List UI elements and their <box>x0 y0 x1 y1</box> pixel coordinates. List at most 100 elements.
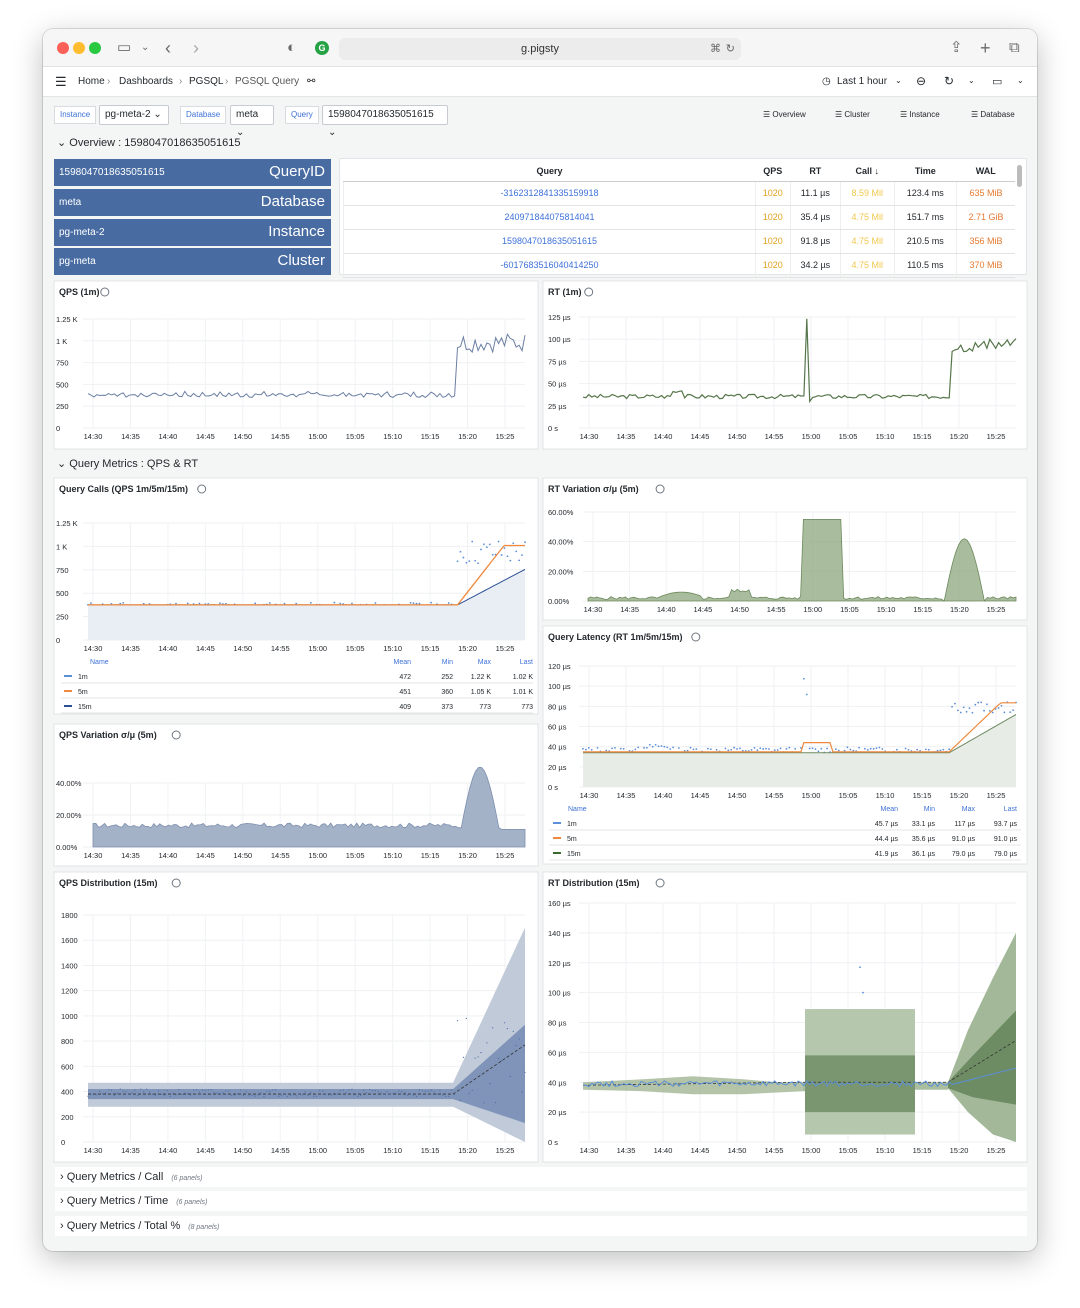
qps-dist-point <box>216 1092 218 1094</box>
new-tab-icon[interactable]: + <box>980 38 991 58</box>
row-query-metrics[interactable]: ⌄ Query Metrics : QPS & RT <box>57 458 199 470</box>
breadcrumb-home[interactable]: Home <box>78 76 105 87</box>
chevron-down-icon[interactable]: ⌄ <box>895 76 902 85</box>
legend-header[interactable]: Max <box>478 659 492 666</box>
extension-icon[interactable]: G <box>315 41 329 55</box>
legend-header[interactable]: Last <box>1004 806 1017 813</box>
table-row[interactable]: 240971844075814041 1020 35.4 µs 4.75 Mil 151… <box>343 205 1015 230</box>
legend-header[interactable]: Max <box>962 806 976 813</box>
rt-1m-point <box>861 751 863 754</box>
legend-header[interactable]: Min <box>442 659 453 666</box>
legend-cell[interactable]: 1m <box>78 674 88 681</box>
translate-icon[interactable]: ⌘ <box>710 43 721 55</box>
x-tick-label: 14:40 <box>654 791 673 800</box>
info-icon[interactable] <box>171 878 181 888</box>
rt-1m-point <box>991 711 994 714</box>
qps-chart-panel <box>53 280 539 450</box>
rt-1m-point <box>901 751 904 754</box>
chevron-down-icon[interactable]: ⌄ <box>1017 76 1024 85</box>
rt-1m-point <box>663 745 666 748</box>
forward-icon[interactable]: › <box>193 38 199 58</box>
table-cell[interactable]: -6017683516040414250 <box>343 253 756 278</box>
info-icon[interactable] <box>655 484 665 494</box>
minimize-window-button[interactable] <box>73 42 85 54</box>
legend-cell[interactable]: 1m <box>567 821 577 828</box>
rt-1m-point <box>657 745 660 748</box>
row-query-metrics-total[interactable]: › Query Metrics / Total % (8 panels) <box>55 1216 1027 1236</box>
link-cluster[interactable]: ☰ Cluster <box>835 110 870 119</box>
column-header[interactable]: Time <box>894 161 957 182</box>
legend-swatch <box>64 690 72 692</box>
column-header[interactable]: WAL <box>956 161 1015 182</box>
info-icon[interactable] <box>197 484 207 494</box>
zoom-out-icon[interactable]: ⊖ <box>916 74 927 88</box>
legend-header[interactable]: Min <box>924 806 935 813</box>
instance-select[interactable]: pg-meta-2 ⌄ <box>99 105 169 125</box>
legend-cell[interactable]: 5m <box>78 689 88 696</box>
info-icon[interactable] <box>691 632 701 642</box>
database-select[interactable]: meta ⌄ <box>230 105 274 138</box>
menu-icon[interactable]: ☰ <box>55 74 67 89</box>
info-icon[interactable] <box>655 878 665 888</box>
legend-cell[interactable]: 15m <box>567 851 581 858</box>
query-select[interactable]: 1598047018635051615 ⌄ <box>322 105 448 138</box>
legend-header[interactable]: Last <box>520 659 533 666</box>
breadcrumb-pgsql[interactable]: PGSQL <box>189 76 224 87</box>
table-row[interactable]: -3162312841335159918 1020 11.1 µs 8.59 Mil 1… <box>343 181 1015 206</box>
qps-1m-point <box>392 606 394 609</box>
link-overview[interactable]: ☰ Overview <box>763 110 806 119</box>
time-range-picker[interactable]: Last 1 hour <box>837 76 888 87</box>
link-database[interactable]: ☰ Database <box>971 110 1015 119</box>
qps-1m-point <box>98 606 101 609</box>
legend-header[interactable]: Mean <box>393 659 411 666</box>
tabs-overview-icon[interactable]: ⧉ <box>1009 39 1020 56</box>
table-cell[interactable]: -3162312841335159918 <box>343 181 756 206</box>
scrollbar[interactable] <box>1017 165 1022 187</box>
back-icon[interactable]: ‹ <box>165 38 171 58</box>
link-instance[interactable]: ☰ Instance <box>900 110 940 119</box>
share-link-icon[interactable]: ⚯ <box>307 76 316 87</box>
legend-header[interactable]: Mean <box>880 806 898 813</box>
clock-icon[interactable]: ◷ <box>822 76 831 87</box>
qps-dist-point <box>254 1095 256 1097</box>
qps-dist-point <box>295 1095 297 1097</box>
info-icon[interactable] <box>584 287 594 297</box>
table-row[interactable]: 1598047018635051615 1020 91.8 µs 4.75 Mil 21… <box>343 229 1015 254</box>
table-row[interactable]: -6017683516040414250 1020 34.2 µs 4.75 Mil 1… <box>343 253 1015 278</box>
rt-1m-point <box>965 710 968 713</box>
table-cell[interactable]: 1598047018635051615 <box>343 229 756 254</box>
qps-1m-point <box>148 603 151 605</box>
rt-1m-point <box>646 746 648 749</box>
chevron-down-icon[interactable]: ⌄ <box>141 42 150 53</box>
share-icon[interactable]: ⇪ <box>950 39 963 56</box>
row-overview[interactable]: ⌄ Overview : 1598047018635051615 <box>57 137 241 149</box>
column-header[interactable]: QPS <box>755 161 791 182</box>
row-query-metrics-time[interactable]: › Query Metrics / Time (6 panels) <box>55 1191 1027 1211</box>
legend-cell[interactable]: 5m <box>567 836 577 843</box>
legend-cell[interactable]: 15m <box>78 704 92 711</box>
table-cell[interactable]: 240971844075814041 <box>343 205 756 230</box>
chevron-down-icon[interactable]: ⌄ <box>968 76 975 85</box>
panel-count: (6 panels) <box>176 1199 208 1206</box>
legend-header[interactable]: Name <box>568 806 587 813</box>
zoom-window-button[interactable] <box>89 42 101 54</box>
sidebar-icon[interactable]: ▭ <box>117 39 132 56</box>
reload-icon[interactable]: ↻ <box>725 43 735 55</box>
info-icon[interactable] <box>100 287 110 297</box>
tv-mode-icon[interactable]: ▭ <box>992 76 1003 88</box>
legend-header[interactable]: Name <box>90 659 109 666</box>
x-tick-label: 15:20 <box>950 1146 969 1155</box>
close-window-button[interactable] <box>57 42 69 54</box>
breadcrumb-dashboards[interactable]: Dashboards <box>119 76 173 87</box>
row-query-metrics-call[interactable]: › Query Metrics / Call (6 panels) <box>55 1167 1027 1187</box>
address-bar[interactable]: g.pigsty ⌘ ↻ <box>339 38 741 60</box>
column-header[interactable]: Query <box>343 161 756 182</box>
shield-icon[interactable]: ◐ <box>287 39 297 56</box>
refresh-icon[interactable]: ↻ <box>944 74 955 88</box>
qps-dist-point <box>245 1091 247 1093</box>
column-header[interactable]: RT <box>790 161 841 182</box>
info-icon[interactable] <box>171 730 181 740</box>
x-tick-label: 14:30 <box>580 432 599 441</box>
table-cell: 1020 <box>755 253 791 278</box>
column-header[interactable]: Call ↓ <box>840 161 895 182</box>
